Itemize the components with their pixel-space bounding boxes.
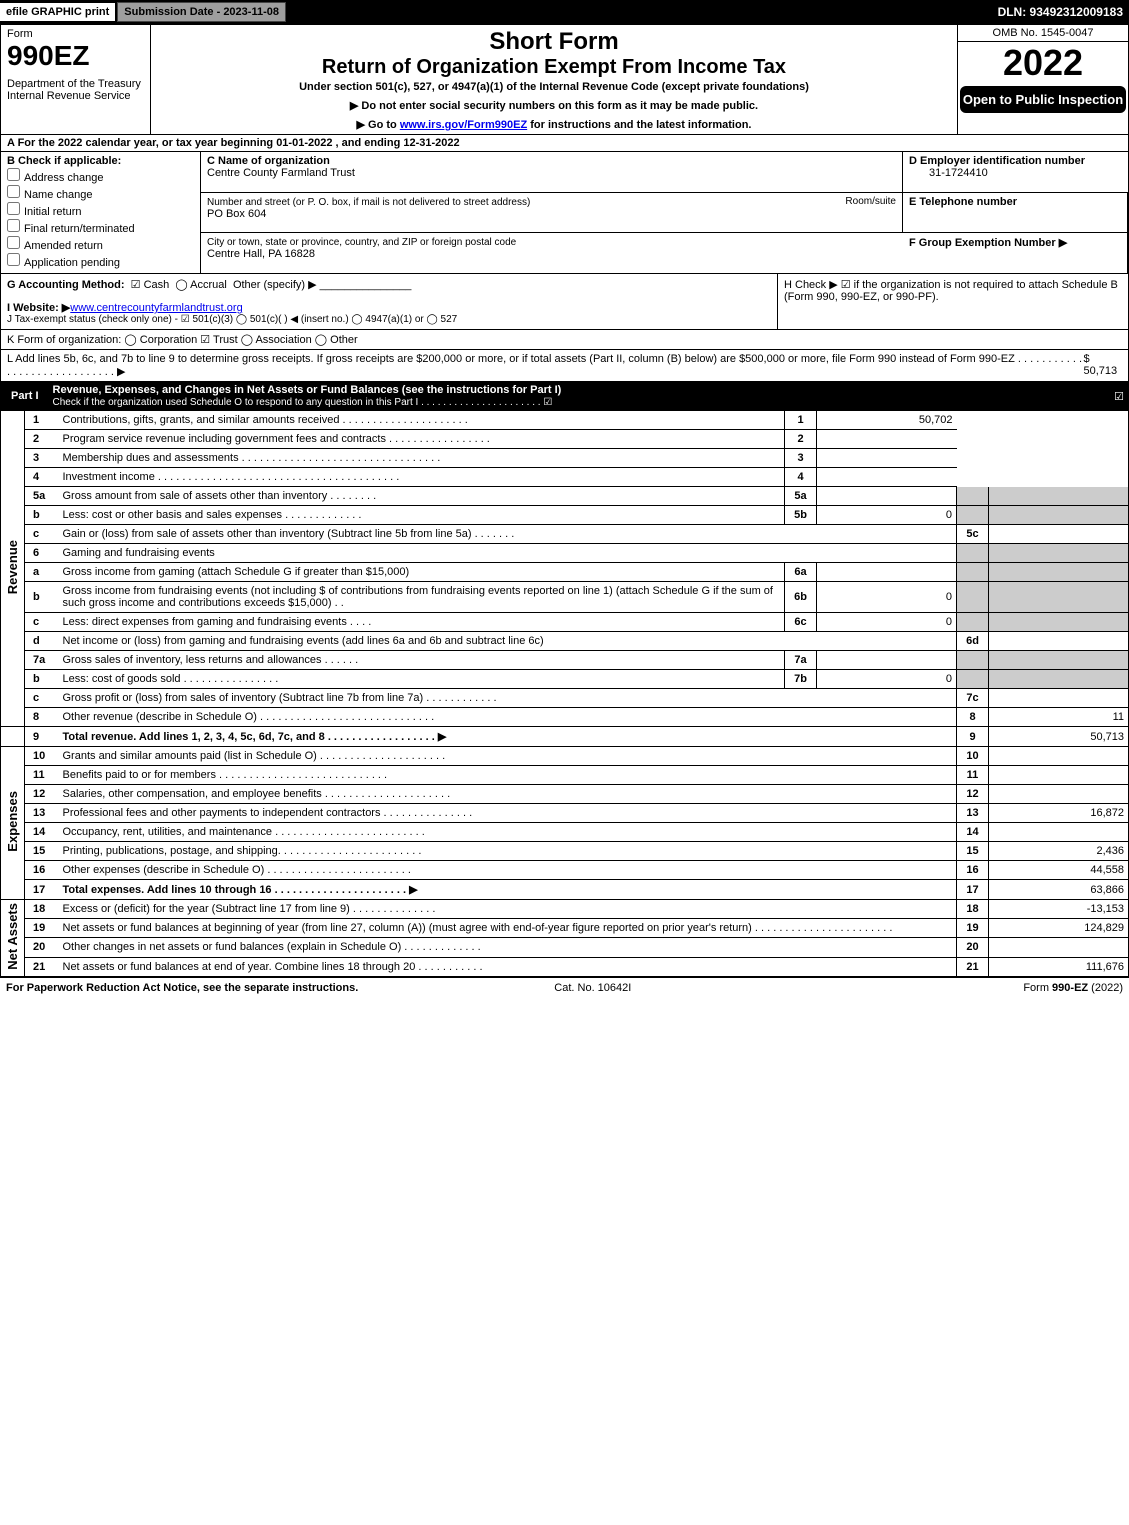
city-value: Centre Hall, PA 16828 — [207, 248, 315, 260]
row-l: L Add lines 5b, 6c, and 7b to line 9 to … — [0, 350, 1129, 382]
submission-date-button[interactable]: Submission Date - 2023-11-08 — [117, 2, 286, 22]
g-label: G Accounting Method: — [7, 279, 125, 291]
dln-label: DLN: 93492312009183 — [998, 5, 1129, 19]
g-other[interactable]: Other (specify) ▶ — [233, 279, 317, 291]
cb-initial-return[interactable]: Initial return — [7, 202, 194, 218]
irs-link[interactable]: www.irs.gov/Form990EZ — [400, 119, 527, 131]
efile-button[interactable]: efile GRAPHIC print — [0, 3, 115, 21]
cb-name-change[interactable]: Name change — [7, 185, 194, 201]
addr-label: Number and street (or P. O. box, if mail… — [207, 197, 530, 208]
org-name: Centre County Farmland Trust — [207, 167, 355, 179]
section-gh: G Accounting Method: ☑ Cash ◯ Accrual Ot… — [0, 274, 1129, 330]
i-label: I Website: ▶ — [7, 302, 70, 314]
form-number: 990EZ — [7, 40, 144, 72]
d-label: D Employer identification number — [909, 155, 1085, 167]
cb-application-pending[interactable]: Application pending — [7, 253, 194, 269]
e-label: E Telephone number — [909, 196, 1017, 208]
dept-label: Department of the Treasury Internal Reve… — [7, 78, 144, 102]
gross-receipts: $ 50,713 — [1083, 353, 1122, 378]
city-label: City or town, state or province, country… — [207, 237, 516, 248]
row-h: H Check ▶ ☑ if the organization is not r… — [778, 274, 1128, 329]
c-name-label: C Name of organization — [207, 155, 330, 167]
open-to-public: Open to Public Inspection — [960, 86, 1126, 113]
omb-number: OMB No. 1545-0047 — [958, 25, 1128, 42]
row-k: K Form of organization: ◯ Corporation ☑ … — [0, 330, 1129, 350]
part-1-label: Part I — [5, 390, 45, 402]
b-label: B Check if applicable: — [7, 155, 121, 167]
section-bcd: B Check if applicable: Address change Na… — [0, 152, 1129, 274]
form-word: Form — [7, 28, 144, 40]
g-cash[interactable]: Cash — [144, 279, 170, 291]
row-j: J Tax-exempt status (check only one) - ☑… — [7, 314, 771, 325]
footer: For Paperwork Reduction Act Notice, see … — [0, 977, 1129, 998]
return-title: Return of Organization Exempt From Incom… — [157, 56, 951, 79]
website-link[interactable]: www.centrecountyfarmlandtrust.org — [70, 302, 242, 314]
addr-value: PO Box 604 — [207, 208, 266, 220]
row-a: A For the 2022 calendar year, or tax yea… — [0, 135, 1129, 152]
g-accrual[interactable]: Accrual — [190, 279, 227, 291]
cb-address-change[interactable]: Address change — [7, 168, 194, 184]
ein-value: 31-1724410 — [909, 167, 988, 179]
f-label: F Group Exemption Number ▶ — [909, 237, 1067, 249]
cb-amended-return[interactable]: Amended return — [7, 236, 194, 252]
expenses-section-label: Expenses — [5, 791, 20, 852]
lines-table: Revenue 1Contributions, gifts, grants, a… — [0, 411, 1129, 977]
part-1-header: Part I Revenue, Expenses, and Changes in… — [0, 382, 1129, 411]
paperwork-notice: For Paperwork Reduction Act Notice, see … — [6, 982, 358, 994]
arrow-note-1: ▶ Do not enter social security numbers o… — [157, 99, 951, 112]
topbar: efile GRAPHIC print Submission Date - 20… — [0, 0, 1129, 24]
tax-year: 2022 — [958, 42, 1128, 84]
room-label: Room/suite — [845, 196, 896, 207]
cat-no: Cat. No. 10642I — [554, 982, 631, 994]
short-form-title: Short Form — [157, 28, 951, 56]
under-section: Under section 501(c), 527, or 4947(a)(1)… — [157, 81, 951, 93]
checkbox-icon[interactable]: ☑ — [1114, 390, 1124, 403]
form-ref: Form 990-EZ (2022) — [1023, 982, 1123, 994]
cb-final-return[interactable]: Final return/terminated — [7, 219, 194, 235]
form-header: Form 990EZ Department of the Treasury In… — [0, 24, 1129, 135]
arrow-note-2: ▶ Go to www.irs.gov/Form990EZ for instru… — [157, 118, 951, 131]
revenue-section-label: Revenue — [5, 540, 20, 594]
netassets-section-label: Net Assets — [5, 903, 20, 970]
